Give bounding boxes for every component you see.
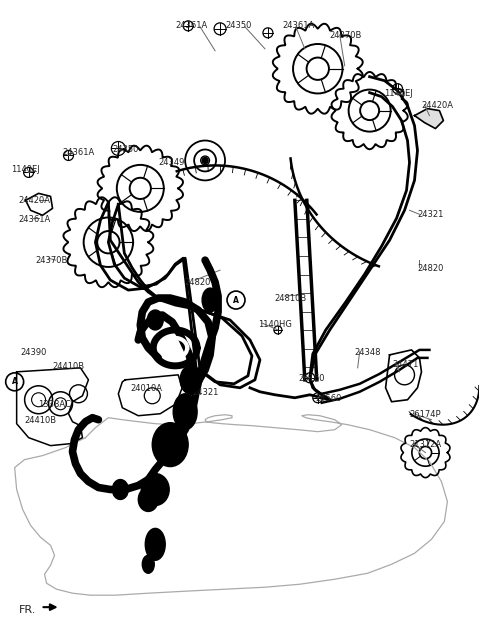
- Text: A: A: [233, 296, 239, 305]
- Text: 24560: 24560: [316, 394, 342, 403]
- Ellipse shape: [141, 474, 169, 506]
- Ellipse shape: [180, 366, 200, 394]
- Polygon shape: [415, 109, 444, 128]
- Text: 24370B: 24370B: [36, 256, 68, 265]
- Text: 24370B: 24370B: [330, 31, 362, 40]
- Text: 24361A: 24361A: [175, 21, 207, 30]
- Ellipse shape: [138, 488, 158, 511]
- Text: 21312A: 21312A: [409, 439, 442, 448]
- Ellipse shape: [142, 555, 154, 573]
- Text: 24350: 24350: [225, 21, 252, 30]
- Text: 24390: 24390: [21, 348, 47, 357]
- Text: 24420A: 24420A: [19, 197, 51, 205]
- Ellipse shape: [152, 423, 188, 467]
- Text: 24350: 24350: [112, 144, 139, 153]
- Text: 24321: 24321: [192, 388, 218, 397]
- Text: 24410B: 24410B: [52, 362, 84, 371]
- Ellipse shape: [147, 310, 163, 330]
- Ellipse shape: [112, 480, 128, 499]
- Ellipse shape: [145, 529, 165, 560]
- Text: 24820: 24820: [418, 264, 444, 273]
- Text: 24420A: 24420A: [421, 100, 454, 109]
- Text: 1140HG: 1140HG: [258, 320, 292, 329]
- Text: 26160: 26160: [299, 374, 325, 383]
- Text: 1140EJ: 1140EJ: [384, 88, 413, 98]
- Ellipse shape: [173, 394, 197, 430]
- Text: 24321: 24321: [418, 211, 444, 219]
- Text: 26174P: 26174P: [409, 410, 441, 418]
- Text: 24410B: 24410B: [24, 416, 57, 425]
- Text: 24349: 24349: [158, 158, 185, 167]
- Text: 24471: 24471: [393, 360, 419, 369]
- Text: 24361A: 24361A: [283, 21, 315, 30]
- Text: 24348: 24348: [355, 348, 381, 357]
- Text: 1338AC: 1338AC: [38, 400, 72, 409]
- Ellipse shape: [202, 288, 218, 312]
- Text: 24810B: 24810B: [274, 294, 306, 303]
- Text: 1140EJ: 1140EJ: [11, 165, 39, 174]
- Text: FR.: FR.: [19, 605, 36, 615]
- Text: 24361A: 24361A: [62, 148, 95, 158]
- Circle shape: [202, 158, 208, 163]
- Text: 24820: 24820: [184, 278, 211, 287]
- Text: 24010A: 24010A: [130, 384, 162, 393]
- Text: A: A: [12, 377, 18, 386]
- Text: 24361A: 24361A: [19, 216, 51, 225]
